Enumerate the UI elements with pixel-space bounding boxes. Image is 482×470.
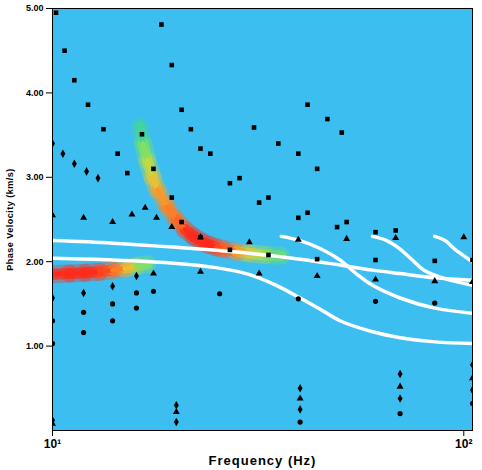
svg-text:5.00: 5.00 bbox=[26, 3, 44, 13]
svg-text:1.00: 1.00 bbox=[26, 341, 44, 351]
svg-text:10¹: 10¹ bbox=[44, 437, 61, 451]
svg-text:Phase Velocity (km/s): Phase Velocity (km/s) bbox=[5, 168, 15, 271]
svg-text:3.00: 3.00 bbox=[26, 172, 44, 182]
svg-text:10²: 10² bbox=[455, 437, 472, 451]
svg-text:4.00: 4.00 bbox=[26, 88, 44, 98]
svg-text:Frequency (Hz): Frequency (Hz) bbox=[209, 453, 317, 468]
svg-text:2.00: 2.00 bbox=[26, 257, 44, 267]
